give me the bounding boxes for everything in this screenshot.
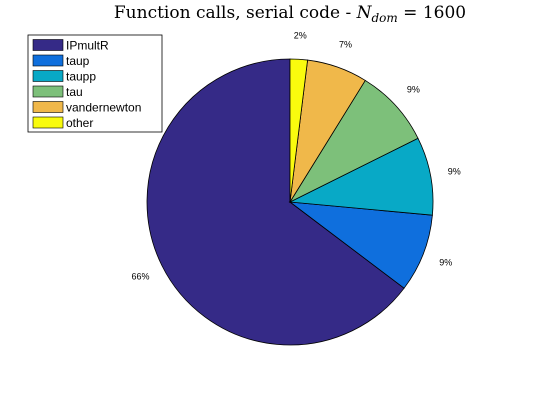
pie-label-taup: 9% <box>439 257 452 267</box>
title-variable: N <box>356 3 373 23</box>
legend-swatch-taup <box>32 54 64 67</box>
legend-label-vandernewton: vandernewton <box>66 101 141 115</box>
legend-swatch-tau <box>32 85 64 98</box>
pie-label-taupp: 9% <box>448 166 461 176</box>
pie-label-other: 2% <box>294 30 307 40</box>
pie-label-ipmultr: 66% <box>131 271 149 281</box>
legend-label-tau: tau <box>66 85 83 99</box>
legend-label-taupp: taupp <box>66 70 96 84</box>
legend-label-other: other <box>66 116 93 130</box>
legend-swatch-other <box>32 116 64 129</box>
pie-label-tau: 9% <box>407 85 420 95</box>
pie-label-vandernewton: 7% <box>339 40 352 50</box>
chart-title: Function calls, serial code - Ndom = 160… <box>114 3 466 25</box>
title-suffix: = 1600 <box>398 3 466 23</box>
legend-label-ipmultr: IPmultR <box>66 39 109 53</box>
title-prefix: Function calls, serial code - <box>114 3 357 23</box>
pie-slice-other <box>289 58 309 203</box>
title-variable-subscript: dom <box>371 11 397 25</box>
legend-swatch-taupp <box>32 70 64 82</box>
legend-frame <box>27 34 163 133</box>
pie-slices <box>146 58 434 346</box>
legend-swatch-ipmultr <box>32 39 64 51</box>
pie-slice-ipmultr <box>146 58 405 346</box>
legend-label-taup: taup <box>66 54 90 68</box>
legend-swatch-vandernewton <box>32 101 64 113</box>
pie-percentage-labels: 66% 9% 9% 9% 7% 2% <box>131 30 460 281</box>
